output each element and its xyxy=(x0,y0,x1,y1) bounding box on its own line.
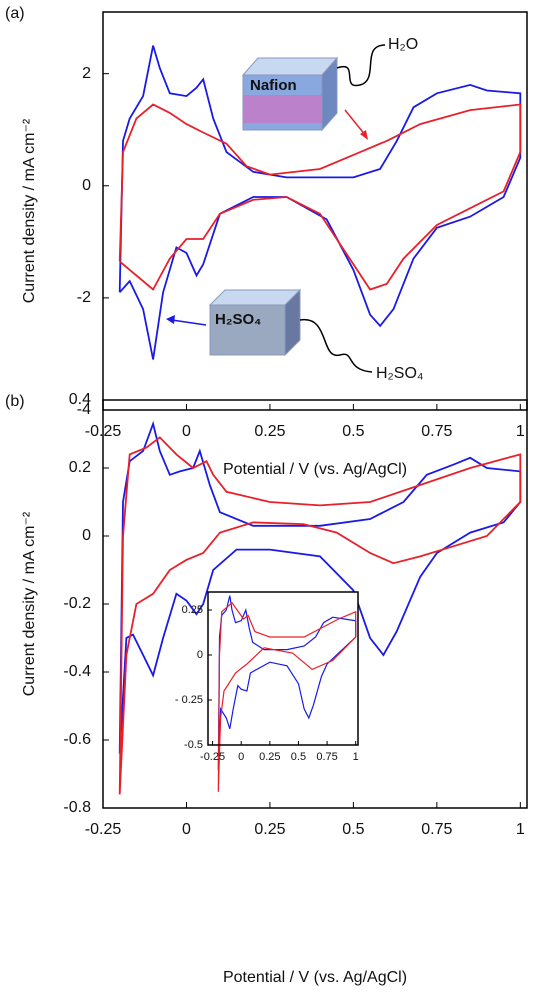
x-axis-title: Potential / V (vs. Ag/AgCl) xyxy=(223,969,407,986)
y-axis-title: Current density / mA cm⁻² xyxy=(21,118,38,303)
y-tick-label: 0.4 xyxy=(69,391,91,408)
x-tick-label: 1 xyxy=(516,423,525,440)
x-tick-label: 0.5 xyxy=(342,423,364,440)
y-tick-label: 0 xyxy=(82,527,91,544)
cv-curve xyxy=(118,420,522,754)
x-tick-label: 0.25 xyxy=(254,423,285,440)
axes-frame xyxy=(207,591,359,746)
y-tick-label: - 0.25 xyxy=(175,694,203,706)
x-tick-label: 0.75 xyxy=(421,423,452,440)
x-tick-label: 0.5 xyxy=(342,821,364,838)
axes-frame xyxy=(102,11,528,411)
y-tick-label: -0.4 xyxy=(63,663,91,680)
x-tick-label: 0.25 xyxy=(259,751,280,763)
panel-label: (a) xyxy=(5,5,25,22)
x-axis-title: Potential / V (vs. Ag/AgCl) xyxy=(223,461,407,478)
y-tick-label: -0.8 xyxy=(63,799,91,816)
nafion-block xyxy=(241,44,386,140)
y-tick-label: 0.2 xyxy=(69,459,91,476)
y-tick-label: -0.5 xyxy=(184,739,203,751)
x-tick-label: 0.25 xyxy=(254,821,285,838)
x-tick-label: 0.75 xyxy=(421,821,452,838)
x-tick-label: -0.25 xyxy=(200,751,225,763)
annotation: Nafion xyxy=(250,77,297,94)
y-tick-label: 2 xyxy=(82,65,91,82)
y-tick-label: 0 xyxy=(197,649,203,661)
panel-label: (b) xyxy=(5,393,25,410)
x-tick-label: 0 xyxy=(182,423,191,440)
y-tick-label: -0.6 xyxy=(63,731,91,748)
x-tick-label: 0.75 xyxy=(316,751,337,763)
y-tick-label: 0.25 xyxy=(182,604,203,616)
x-tick-label: 1 xyxy=(353,751,359,763)
annotation: H₂SO₄ xyxy=(376,365,423,382)
x-tick-label: -0.25 xyxy=(85,821,122,838)
cv-curve xyxy=(118,436,522,795)
y-tick-label: 0 xyxy=(82,177,91,194)
cv-curve xyxy=(217,601,357,792)
y-tick-label: -4 xyxy=(77,401,91,418)
sulfuric-block xyxy=(166,288,373,373)
annotation: H₂SO₄ xyxy=(215,311,261,328)
y-tick-label: -0.2 xyxy=(63,595,91,612)
x-tick-label: 0.5 xyxy=(291,751,306,763)
cv-curve xyxy=(118,103,522,291)
x-tick-label: 0 xyxy=(238,751,244,763)
x-tick-label: 0 xyxy=(182,821,191,838)
y-tick-label: -2 xyxy=(77,289,91,306)
x-tick-label: 1 xyxy=(516,821,525,838)
y-axis-title: Current density / mA cm⁻² xyxy=(21,511,38,696)
annotation: H₂O xyxy=(388,36,418,53)
